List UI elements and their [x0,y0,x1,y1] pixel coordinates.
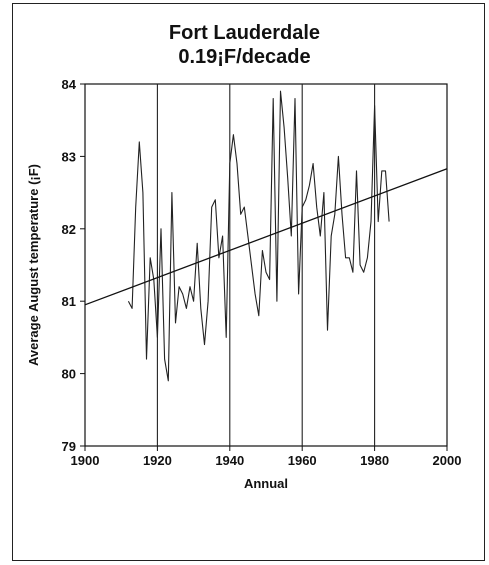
y-tick-label-80: 80 [62,367,76,382]
y-tick-label-83: 83 [62,149,76,164]
x-tick-label-1900: 1900 [71,453,100,468]
x-tick-label-1920: 1920 [143,453,172,468]
y-axis-label: Average August temperature (¡F) [26,164,41,366]
y-tick-label-81: 81 [62,294,76,309]
figure-frame [12,3,485,561]
x-tick-label-1960: 1960 [288,453,317,468]
y-tick-label-79: 79 [62,439,76,454]
chart-title: Fort Lauderdale [168,22,321,44]
x-tick-label-2000: 2000 [433,453,462,468]
trend-line [84,168,448,306]
series-line-0 [127,90,390,382]
x-tick-label-1940: 1940 [215,453,244,468]
plot-area-border [84,83,448,447]
x-axis-label: Annual [244,476,288,491]
chart-subtitle: 0.19¡F/decade [178,46,311,68]
y-tick-label-84: 84 [62,77,77,92]
y-tick-label-82: 82 [62,222,76,237]
x-tick-label-1980: 1980 [360,453,389,468]
